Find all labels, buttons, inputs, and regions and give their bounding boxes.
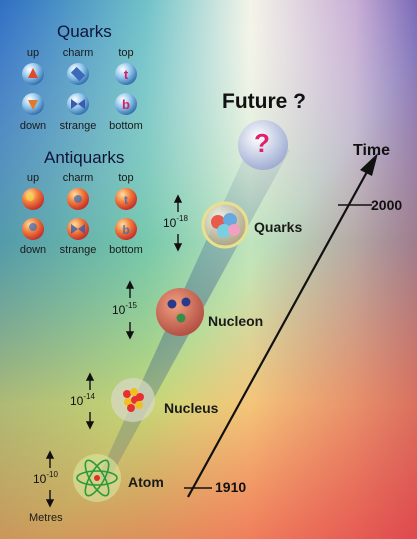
scale-nucleon: 10-15: [112, 301, 137, 317]
year-2000: 2000: [371, 197, 403, 213]
time-label: Time: [353, 142, 391, 159]
antiquark-label-strange: strange: [59, 244, 97, 256]
nucleon-sphere: [156, 288, 204, 336]
nucleus-cluster: [123, 388, 144, 412]
unit-label: Metres: [29, 512, 63, 524]
level-name-atom: Atom: [128, 474, 164, 490]
svg-text:b: b: [122, 97, 130, 112]
antiquark-label-up: up: [26, 172, 40, 184]
quark-label-down: down: [19, 120, 47, 132]
antiquark-top-ball: [115, 188, 137, 210]
quark-label-top: top: [118, 47, 134, 59]
atom-orbits: [76, 459, 118, 497]
question-mark: ?: [254, 128, 270, 158]
level-name-nucleus: Nucleus: [164, 400, 219, 416]
antiquark-label-bottom: bottom: [109, 244, 143, 256]
scale-atom: 10-10: [33, 470, 58, 486]
scale-nucleus: 10-14: [70, 392, 95, 408]
svg-text:b: b: [122, 223, 129, 237]
future-label: Future ?: [222, 90, 306, 113]
quarks-title: Quarks: [57, 22, 112, 41]
quark-label-charm: charm: [62, 47, 94, 59]
time-axis-arrowhead: [360, 153, 378, 176]
level-name-nucleon: Nucleon: [208, 313, 264, 329]
svg-text:t: t: [124, 193, 128, 207]
year-1910: 1910: [215, 479, 247, 495]
antiquarks-title: Antiquarks: [44, 148, 125, 167]
quark-label-up: up: [26, 47, 40, 59]
antiquark-label-top: top: [118, 172, 134, 184]
svg-text:t: t: [124, 67, 129, 82]
scale-arrows: [45, 194, 183, 508]
quark-top-ball: [115, 63, 137, 85]
quark-label-bottom: bottom: [109, 120, 143, 132]
time-axis: [187, 169, 369, 498]
scale-quarks: 10-18: [163, 214, 188, 230]
level-name-quarks: Quarks: [254, 219, 303, 235]
quark-label-strange: strange: [59, 120, 97, 132]
quark-bottom-ball: [115, 93, 137, 115]
antiquark-label-charm: charm: [62, 172, 94, 184]
antiquark-label-down: down: [19, 244, 47, 256]
antiquark-bottom-ball: [115, 218, 137, 240]
future-sphere: [238, 120, 288, 170]
